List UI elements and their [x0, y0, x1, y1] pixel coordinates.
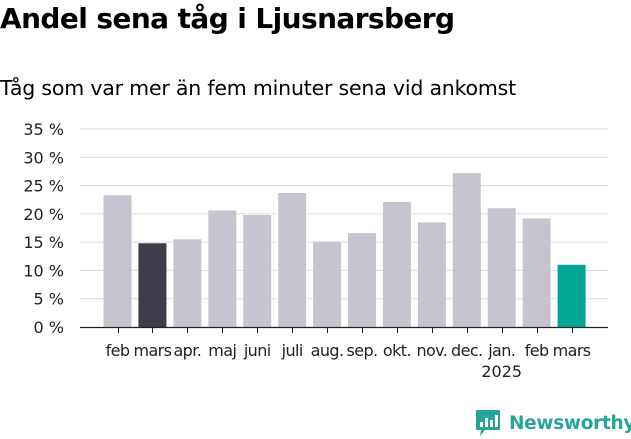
x-axis — [80, 326, 608, 333]
x-tick-label: mars — [553, 341, 591, 360]
grid-lines — [80, 128, 608, 300]
bars — [103, 173, 586, 327]
y-tick-label: 35 % — [23, 120, 64, 139]
brand-logo: Newsworthy — [475, 407, 631, 439]
x-tick-label: juli — [281, 341, 303, 360]
x-tick-label: jan. — [487, 341, 515, 360]
chart-title: Andel sena tåg i Ljusnarsberg — [0, 2, 455, 35]
x-tick-label: mars — [133, 341, 171, 360]
y-tick-label: 10 % — [23, 261, 64, 280]
x-tick-label: nov. — [416, 341, 447, 360]
bar — [313, 241, 342, 327]
y-tick-label: 20 % — [23, 205, 64, 224]
bar-chart: 0 %5 %10 %15 %20 %25 %30 %35 % feb mars ap… — [23, 120, 608, 381]
bar — [208, 210, 237, 327]
bar — [138, 243, 167, 327]
brand-name: Newsworthy — [509, 412, 631, 434]
x-tick-label: sep. — [346, 341, 377, 360]
bar — [452, 173, 481, 327]
x-tick-label: maj — [208, 341, 236, 360]
bar — [487, 208, 516, 327]
bar — [243, 214, 272, 327]
x-tick-label: aug. — [311, 341, 344, 360]
bar — [382, 201, 411, 327]
y-tick-label: 25 % — [23, 177, 64, 196]
x-tick-label: apr. — [173, 341, 201, 360]
x-year-label: 2025 — [481, 362, 522, 381]
x-tick-label: okt. — [383, 341, 411, 360]
x-tick-label: juni — [243, 341, 271, 360]
x-tick-label: feb — [106, 341, 130, 360]
y-axis-tick-labels: 0 % 5 % 10 % 15 % 20 % 25 % 30 % 35 % — [23, 120, 64, 337]
y-tick-label: 15 % — [23, 233, 64, 252]
x-tick-label: feb — [525, 341, 549, 360]
bar — [522, 218, 551, 327]
x-tick-label: dec. — [451, 341, 482, 360]
bar — [348, 233, 377, 327]
y-tick-label: 30 % — [23, 148, 64, 167]
bar — [173, 239, 202, 327]
bar — [557, 264, 586, 327]
y-tick-label: 5 % — [34, 290, 64, 309]
newsworthy-logo-icon — [476, 410, 500, 436]
bar — [103, 195, 132, 327]
y-tick-label: 0 % — [34, 318, 64, 337]
bar — [278, 192, 307, 327]
chart-subtitle: Tåg som var mer än fem minuter sena vid … — [0, 76, 516, 100]
x-axis-tick-labels: feb mars apr. maj juni juli aug. sep. okt. nov. de… — [106, 341, 592, 381]
bar — [417, 222, 446, 327]
